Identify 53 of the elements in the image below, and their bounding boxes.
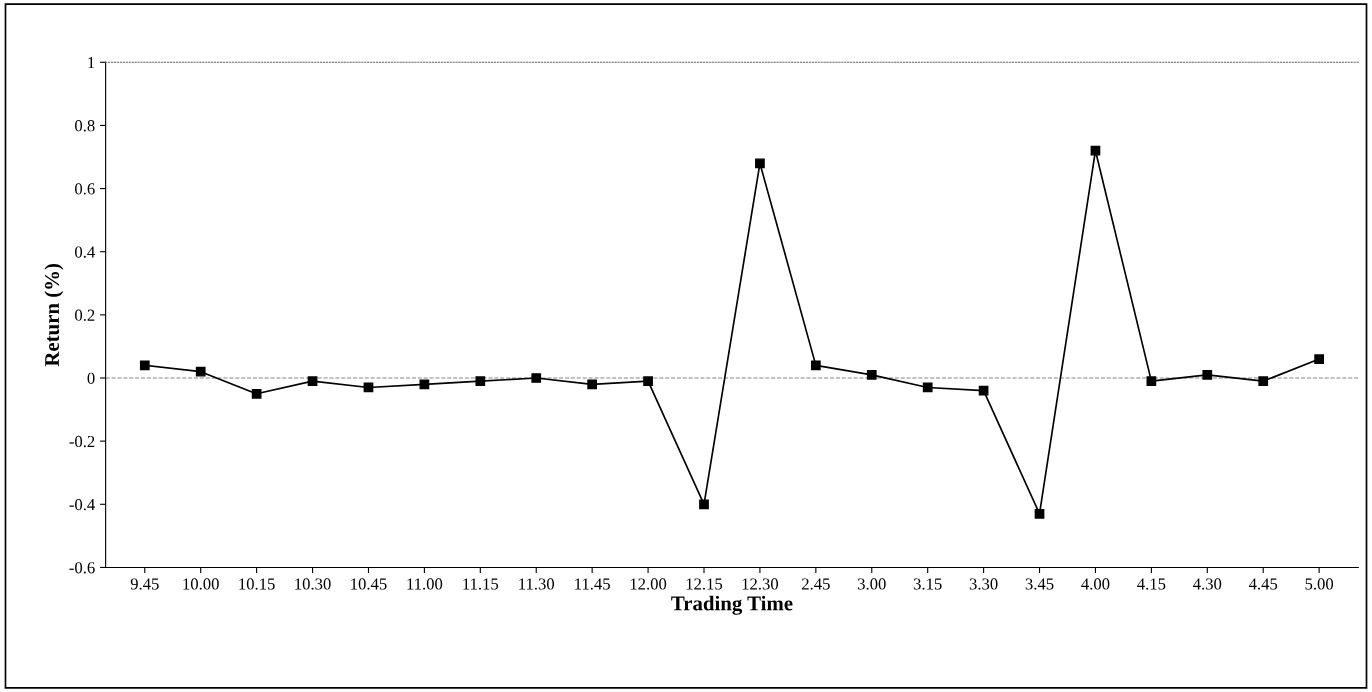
- y-tick-label: 0.2: [75, 309, 95, 321]
- point: [1258, 376, 1269, 387]
- y-tick-label: 1: [88, 57, 95, 69]
- x-tick-label: 12.00: [630, 578, 667, 590]
- point: [1202, 369, 1213, 380]
- y-tick-label: 0: [87, 372, 95, 384]
- point: [810, 360, 821, 371]
- point: [251, 388, 262, 399]
- x-tick-label: 2.45: [801, 578, 830, 590]
- x-tick-label: 11.30: [519, 578, 555, 590]
- x-tick-label: 5.00: [1305, 578, 1334, 590]
- x-tick-label: 12.15: [686, 578, 723, 590]
- point: [866, 369, 877, 380]
- point: [1034, 508, 1045, 519]
- y-tick-label: -0.6: [69, 562, 95, 574]
- x-tick-label: 12.30: [742, 578, 779, 590]
- point: [419, 379, 430, 390]
- point: [195, 366, 206, 377]
- y-tick-label: -0.4: [69, 498, 95, 511]
- point: [755, 158, 765, 169]
- x-tick-label: 10.15: [239, 578, 275, 590]
- y-tick-label: 0.6: [75, 183, 95, 195]
- x-tick-label: 10.45: [351, 578, 387, 590]
- point: [1090, 145, 1101, 156]
- x-tick-label: 4.45: [1248, 578, 1278, 590]
- x-tick-label: 11.45: [575, 578, 610, 590]
- x-tick-label: 11.15: [463, 578, 499, 590]
- point: [531, 373, 542, 383]
- x-tick-label: 3.15: [913, 578, 942, 590]
- point: [475, 376, 486, 387]
- point: [699, 499, 709, 510]
- x-tick-label: 3.00: [857, 578, 886, 590]
- point: [587, 379, 598, 390]
- x-axis-title: Trading Time: [671, 595, 793, 615]
- y-tick-label: 0.8: [75, 120, 95, 132]
- point: [1314, 354, 1324, 364]
- x-tick-label: 3.45: [1025, 578, 1054, 590]
- x-tick-label: 3.30: [969, 578, 998, 590]
- x-tick-label: 4.15: [1137, 578, 1166, 590]
- x-tick-label: 11.00: [407, 578, 443, 590]
- x-tick-label: 10.30: [295, 578, 331, 590]
- y-tick-label: 0.4: [75, 246, 95, 258]
- x-tick-label: 9.45: [130, 578, 159, 590]
- x-tick-label: 10.00: [183, 578, 219, 590]
- x-tick-label: 4.00: [1081, 578, 1110, 590]
- y-axis-title: Return (%): [44, 263, 64, 367]
- point: [307, 376, 318, 387]
- point: [139, 360, 150, 371]
- point: [922, 382, 933, 393]
- x-tick-label: 4.30: [1193, 578, 1222, 590]
- point: [643, 376, 653, 387]
- point: [1146, 376, 1157, 387]
- y-tick-label: -0.2: [69, 435, 95, 448]
